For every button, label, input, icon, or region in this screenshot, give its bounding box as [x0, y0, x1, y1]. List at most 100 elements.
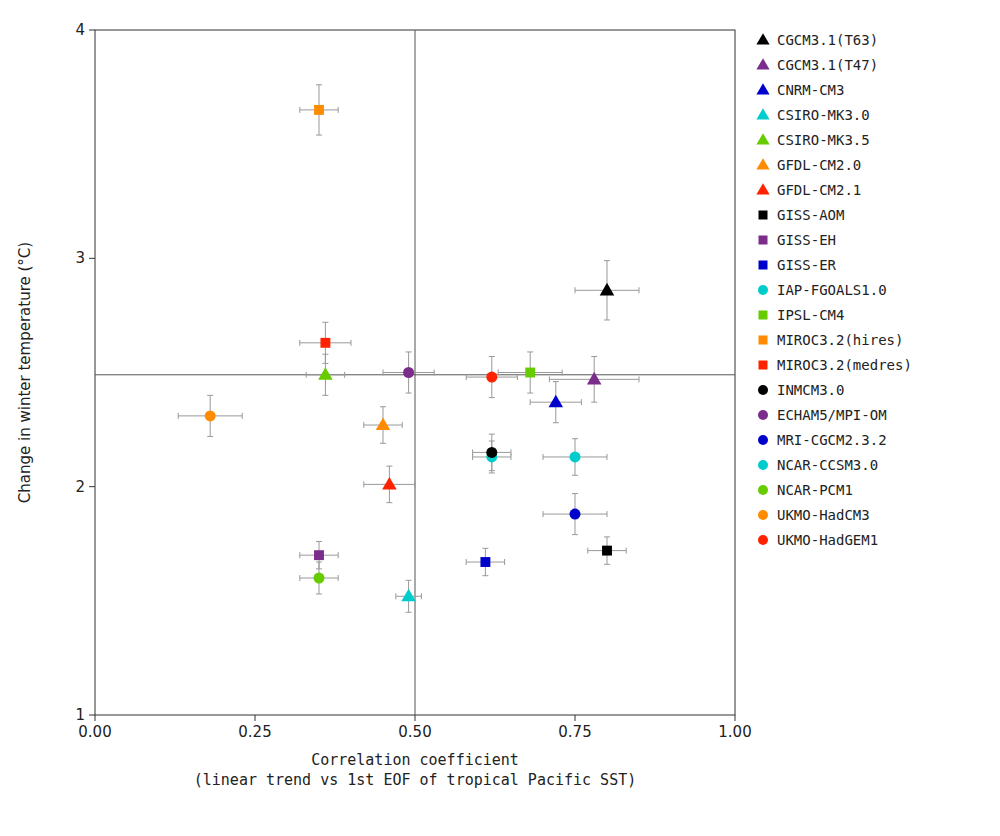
legend-label: IAP-FGOALS1.0 — [777, 282, 887, 298]
legend-label: NCAR-PCM1 — [777, 482, 853, 498]
y-axis-label: Change in winter temperature (°C) — [16, 242, 34, 503]
legend-label: GISS-EH — [777, 232, 836, 248]
legend-marker — [756, 133, 769, 144]
data-point — [549, 395, 564, 408]
error-bar-cap — [553, 422, 559, 423]
error-bar-cap — [322, 322, 328, 323]
legend: CGCM3.1(T63)CGCM3.1(T47)CNRM-CM3CSIRO-MK… — [756, 32, 911, 548]
legend-label: CSIRO-MK3.5 — [777, 132, 870, 148]
error-bar-cap — [406, 351, 412, 352]
data-point — [602, 546, 612, 556]
error-bar-cap — [489, 472, 495, 473]
legend-marker — [759, 336, 768, 345]
legend-marker — [758, 460, 768, 470]
error-bar-cap — [517, 374, 518, 380]
error-bar-cap — [306, 372, 307, 378]
data-point — [205, 410, 216, 421]
error-bar-cap — [415, 481, 416, 487]
error-bar-cap — [316, 84, 322, 85]
legend-marker — [758, 485, 768, 495]
legend-label: CGCM3.1(T63) — [777, 32, 878, 48]
error-bars — [178, 85, 639, 612]
data-point — [600, 283, 615, 296]
error-bar-cap — [581, 399, 582, 405]
legend-label: INMCM3.0 — [777, 382, 844, 398]
error-bar-cap — [543, 511, 544, 517]
legend-label: CGCM3.1(T47) — [777, 57, 878, 73]
error-bar-cap — [338, 107, 339, 113]
data-point — [314, 105, 324, 115]
x-tick-label: 0.75 — [558, 723, 591, 741]
legend-label: GISS-ER — [777, 257, 837, 273]
legend-label: IPSL-CM4 — [777, 307, 844, 323]
data-point — [486, 372, 497, 383]
error-bar-cap — [543, 454, 544, 460]
error-bar-cap — [207, 395, 213, 396]
error-bar-cap — [482, 575, 488, 576]
legend-marker — [758, 285, 768, 295]
error-bar-cap — [178, 413, 179, 419]
error-bar-cap — [316, 541, 322, 542]
error-bar-cap — [299, 340, 300, 346]
legend-marker — [759, 361, 768, 370]
legend-label: MRI-CGCM2.3.2 — [777, 432, 887, 448]
error-bar-cap — [504, 559, 505, 565]
data-point — [570, 509, 581, 520]
data-point — [376, 418, 391, 431]
legend-marker — [756, 158, 769, 169]
data-point — [382, 477, 397, 490]
x-tick — [575, 715, 576, 721]
error-bar-cap — [351, 340, 352, 346]
legend-marker — [758, 385, 768, 395]
legend-label: GFDL-CM2.0 — [777, 157, 861, 173]
error-bar-cap — [406, 580, 412, 581]
legend-label: ECHAM5/MPI-OM — [777, 407, 887, 423]
error-bar-cap — [466, 559, 467, 565]
y-tick — [89, 715, 95, 716]
x-tick-label: 0.50 — [398, 723, 431, 741]
error-bar-cap — [604, 260, 610, 261]
error-bar-cap — [489, 434, 495, 435]
error-bar-cap — [299, 552, 300, 558]
legend-marker — [756, 58, 769, 69]
error-bar-cap — [421, 593, 422, 599]
error-bar-cap — [489, 356, 495, 357]
data-point — [587, 372, 602, 385]
error-bar-cap — [386, 466, 392, 467]
x-tick — [415, 715, 416, 721]
legend-label: MIROC3.2(hires) — [777, 332, 903, 348]
error-bar-cap — [527, 351, 533, 352]
error-bar-cap — [549, 376, 550, 382]
error-bar-cap — [363, 481, 364, 487]
error-bar-cap — [530, 399, 531, 405]
points — [205, 105, 615, 601]
legend-label: NCAR-CCSM3.0 — [777, 457, 878, 473]
error-bar-cap — [572, 534, 578, 535]
data-point — [486, 447, 497, 458]
error-bar-cap — [489, 397, 495, 398]
error-bar-cap — [322, 363, 328, 364]
legend-marker — [756, 33, 769, 44]
error-bar-cap — [434, 370, 435, 376]
y-tick-label: 3 — [75, 249, 85, 267]
error-bar-cap — [626, 548, 627, 554]
error-bar-cap — [553, 381, 559, 382]
y-tick — [89, 258, 95, 259]
error-bar-cap — [299, 107, 300, 113]
data-point — [570, 451, 581, 462]
legend-marker — [756, 183, 769, 194]
error-bar-cap — [316, 593, 322, 594]
data-point — [320, 338, 330, 348]
error-bar-cap — [575, 287, 576, 293]
error-bar-cap — [604, 564, 610, 565]
legend-label: MIROC3.2(medres) — [777, 357, 912, 373]
legend-marker — [759, 311, 768, 320]
error-bar-cap — [338, 575, 339, 581]
legend-label: CSIRO-MK3.0 — [777, 107, 870, 123]
y-tick-label: 2 — [75, 478, 85, 496]
x-tick-label: 0.00 — [78, 723, 111, 741]
error-bar-cap — [562, 370, 563, 376]
legend-marker — [759, 211, 768, 220]
x-axis-label-line: (linear trend vs 1st EOF of tropical Pac… — [194, 771, 637, 789]
x-axis-label-line: Correlation coefficient — [311, 751, 519, 769]
